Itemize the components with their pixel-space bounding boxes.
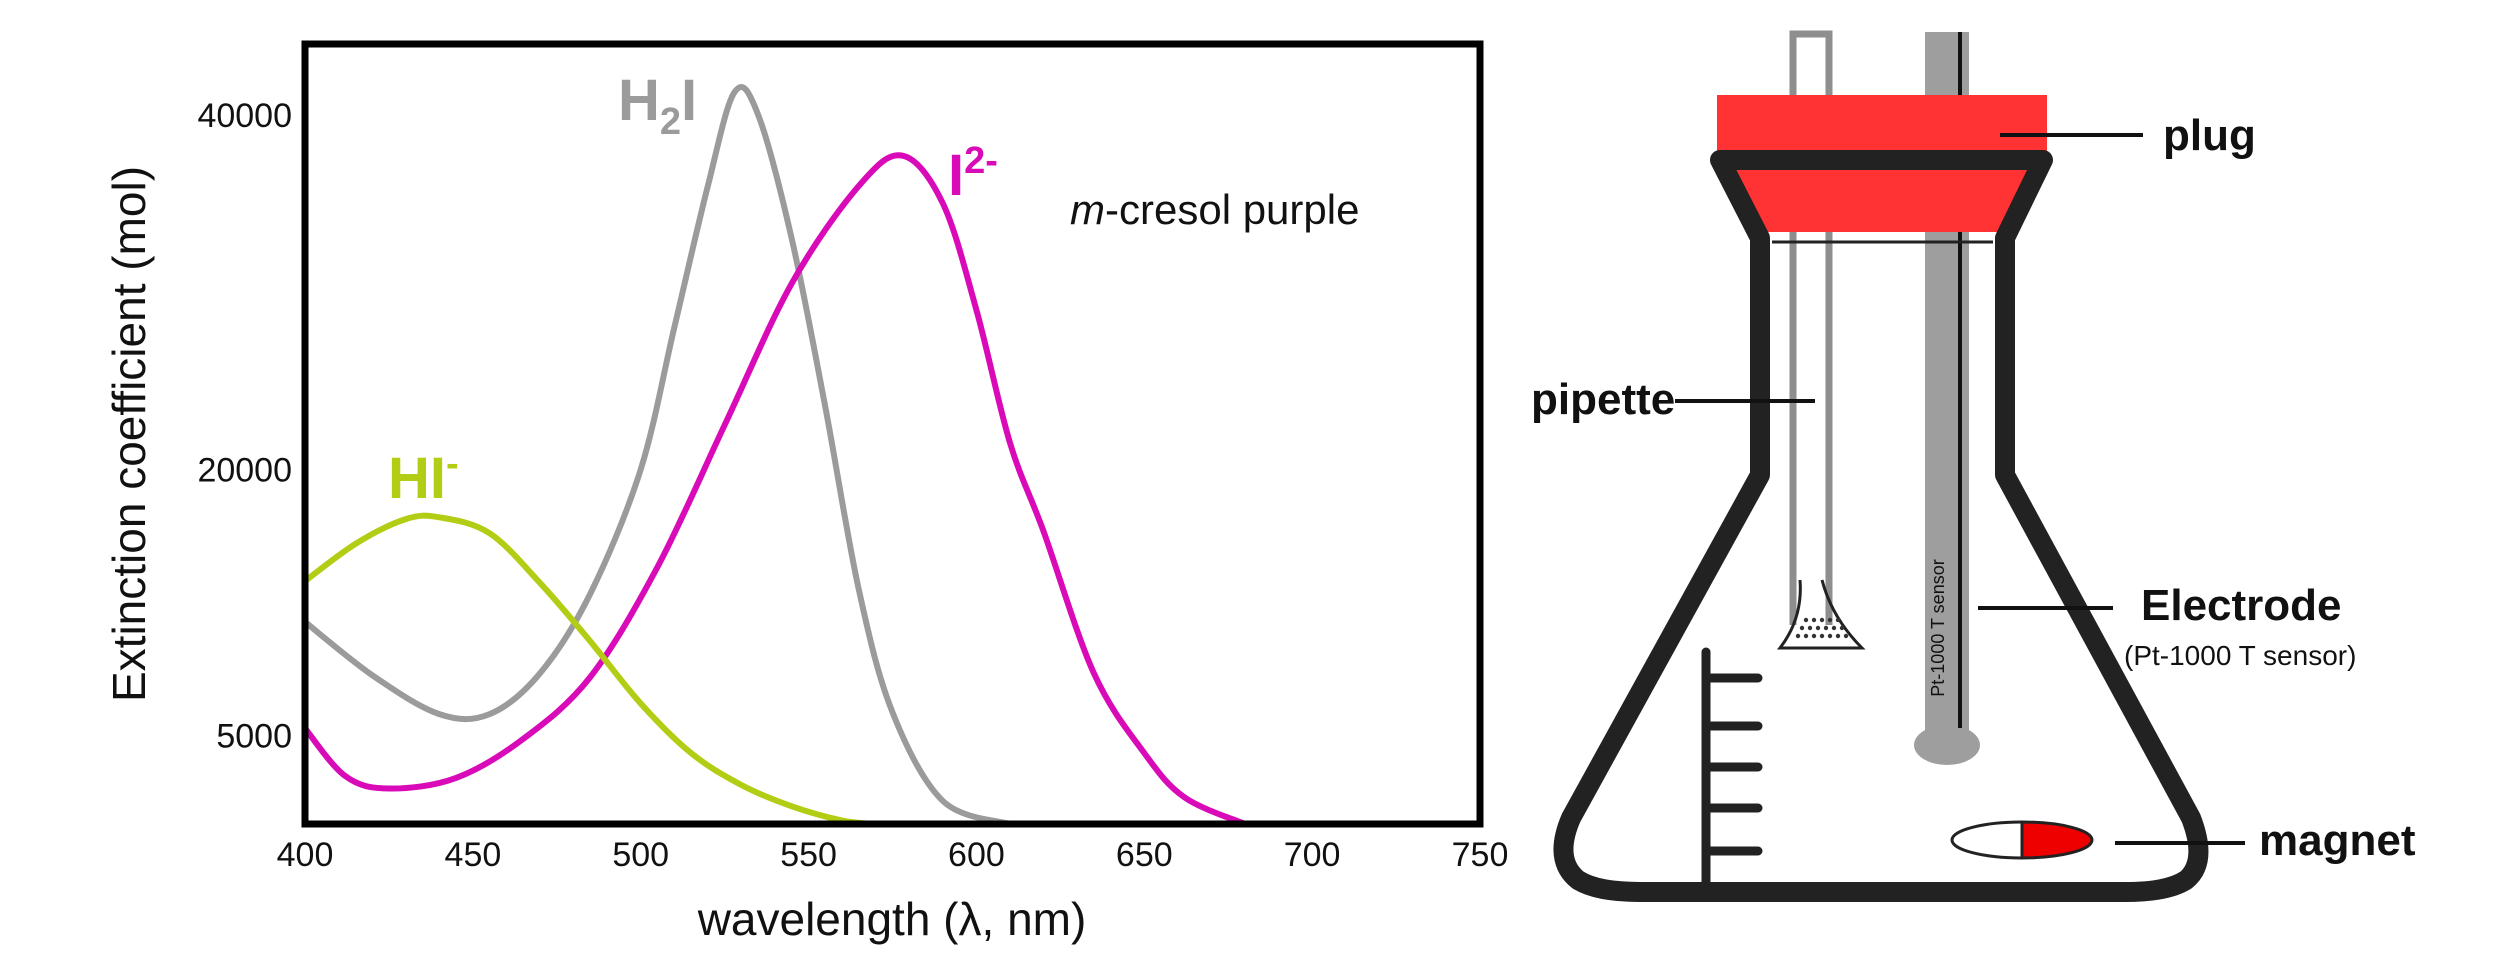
annotation-italic: m — [1070, 186, 1105, 233]
spectrum-chart: 400 450 500 550 600 650 700 750 50002000040000 … — [103, 40, 1509, 945]
pipette-top — [1789, 30, 1833, 108]
series-line-0 — [303, 84, 1011, 827]
x-axis-title: wavelength (λ, nm) — [697, 893, 1087, 945]
series-label-hi: HI- — [388, 443, 459, 511]
plug-label: plug — [2163, 111, 2256, 160]
x-tick-label-3: 550 — [780, 836, 837, 874]
series-label-i2: I2- — [948, 140, 998, 208]
chart-annotation: m-cresol purple — [1070, 186, 1359, 233]
electrode-sensor-text: Pt-1000 T sensor — [1928, 559, 1948, 696]
magnet-icon — [1950, 820, 2094, 860]
x-tick-label-0: 400 — [277, 836, 334, 874]
i2-base: I — [948, 143, 964, 208]
h2i-sub: 2 — [660, 101, 681, 143]
pipette-tube — [1789, 190, 1833, 625]
electrode-label: Electrode — [2141, 581, 2342, 630]
x-tick-label-6: 700 — [1284, 836, 1341, 874]
series-line-1 — [302, 152, 1247, 827]
graduation-scale — [1701, 647, 1763, 895]
plug — [1717, 95, 2047, 157]
flask-apparatus: Pt-1000 T sensor plug pipe — [1531, 30, 2416, 902]
pipette-label: pipette — [1531, 375, 1675, 424]
x-tick-label-2: 500 — [612, 836, 669, 874]
i2-sup: 2- — [964, 140, 998, 182]
series-line-2 — [303, 512, 877, 827]
pipette-dots — [1795, 617, 1849, 639]
plot-frame — [301, 40, 1484, 828]
x-tick-label-5: 650 — [1116, 836, 1173, 874]
x-tick-label-1: 450 — [445, 836, 502, 874]
hi-base: HI — [388, 446, 446, 511]
electrode-tip — [1914, 725, 1980, 765]
hi-sup: - — [446, 443, 459, 485]
y-tick-label-1: 20000 — [197, 452, 292, 490]
pipette-tip — [1776, 579, 1866, 650]
x-tick-label-4: 600 — [948, 836, 1005, 874]
magnet-label: magnet — [2259, 816, 2416, 865]
h2i-base: H — [618, 68, 660, 133]
y-tick-labels: 5000 20000 40000 — [197, 97, 292, 756]
y-tick-label-0: 5000 — [216, 717, 292, 755]
y-axis-title: Extinction coefficient (mol) — [103, 166, 155, 702]
series-layer — [302, 84, 1247, 827]
series-label-h2i: H2I — [618, 68, 697, 143]
annotation-rest: -cresol purple — [1105, 186, 1359, 233]
electrode-detail-label: (Pt-1000 T sensor) — [2124, 640, 2356, 671]
h2i-tail: I — [681, 68, 697, 133]
plug-lower — [1725, 160, 2037, 232]
y-tick-label-2: 40000 — [197, 97, 292, 135]
flask-outline — [1553, 150, 2209, 902]
x-tick-label-7: 750 — [1452, 836, 1509, 874]
x-tick-labels: 400 450 500 550 600 650 700 750 — [277, 836, 1509, 874]
